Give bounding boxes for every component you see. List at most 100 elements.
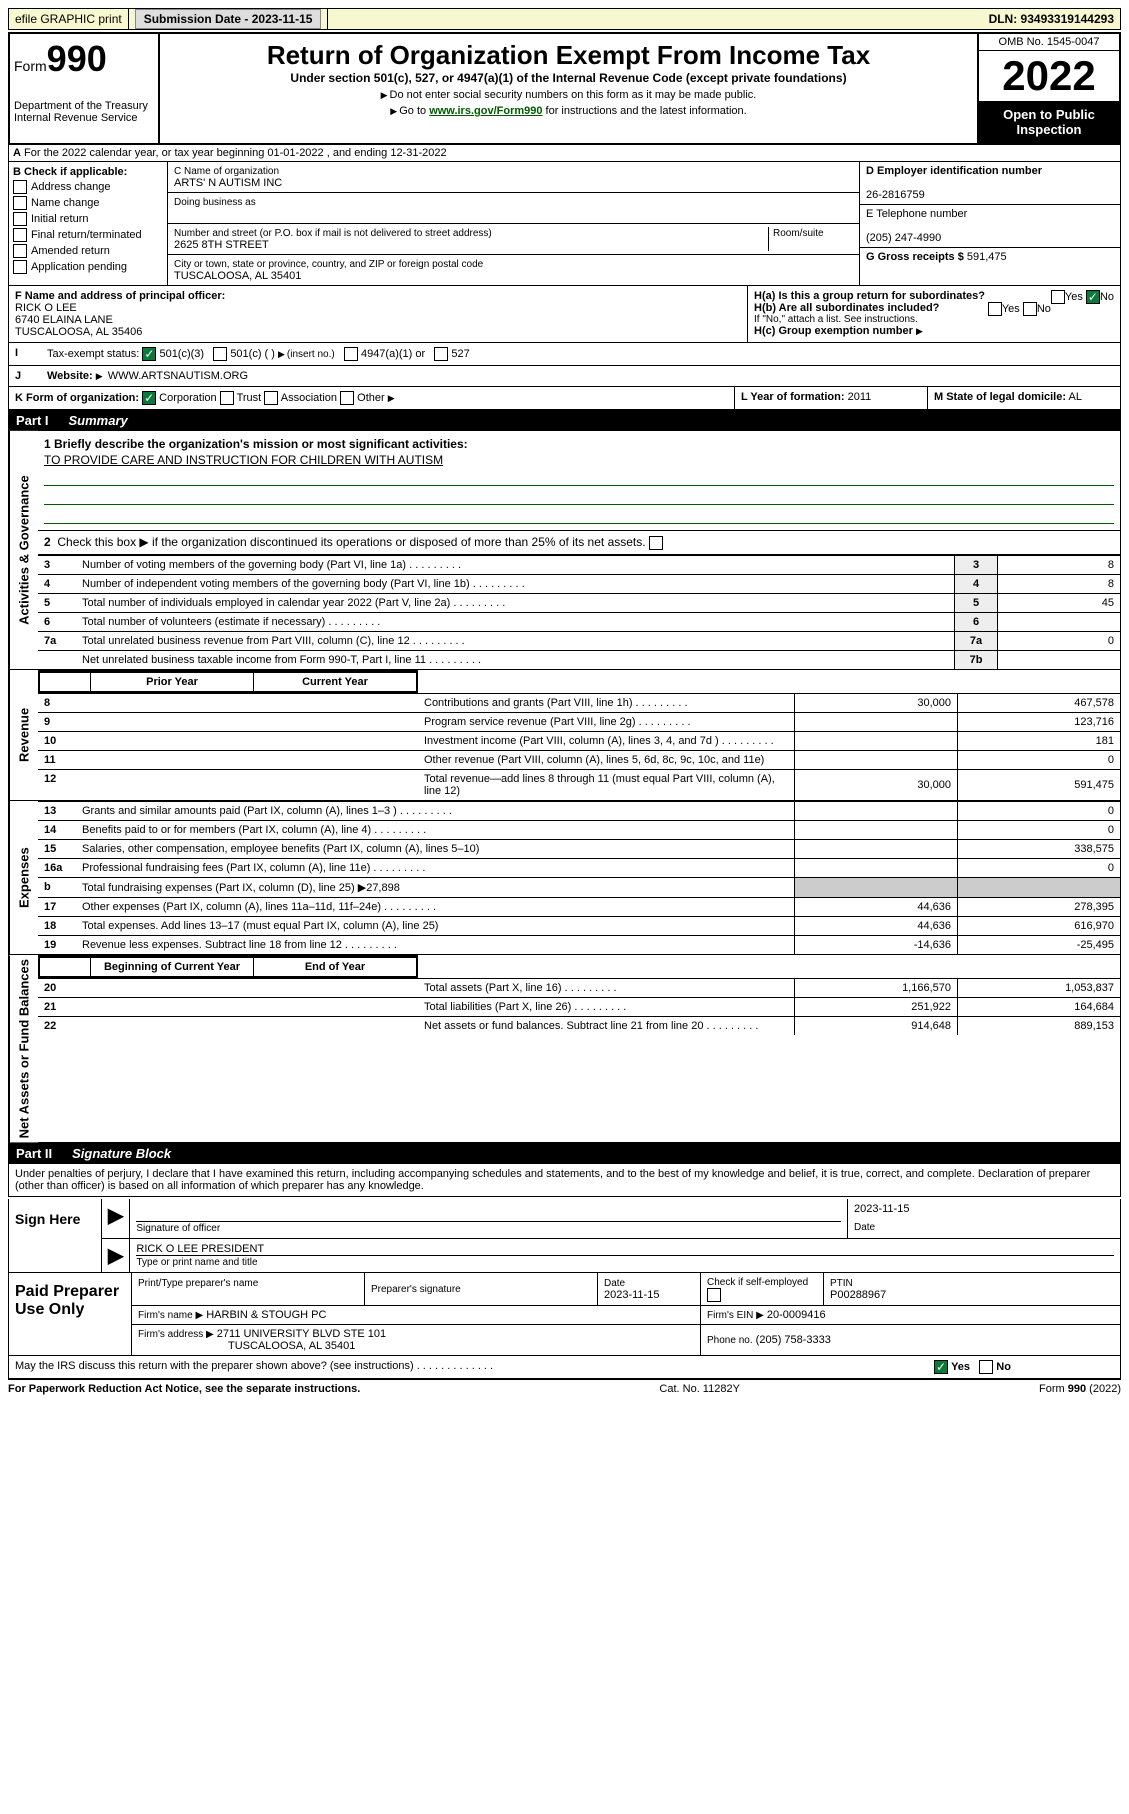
netassets-label: Net Assets or Fund Balances (9, 955, 38, 1142)
mission-box: 1 Briefly describe the organization's mi… (38, 431, 1120, 531)
section-k-l-m: K Form of organization: Corporation Trus… (8, 387, 1121, 410)
dba-cell: Doing business as (168, 193, 860, 224)
section-f-h: F Name and address of principal officer:… (8, 286, 1121, 343)
exp-row-19: 19Revenue less expenses. Subtract line 1… (38, 935, 1120, 954)
gov-row-3: 3Number of voting members of the governi… (38, 555, 1120, 574)
chk-other[interactable] (340, 391, 354, 405)
tax-year: 2022 (979, 51, 1119, 101)
gov-row-4: 4Number of independent voting members of… (38, 574, 1120, 593)
governance-section: Activities & Governance 1 Briefly descri… (8, 431, 1121, 670)
chk-corp[interactable] (142, 391, 156, 405)
page-footer: For Paperwork Reduction Act Notice, see … (8, 1379, 1121, 1398)
right-column-deg: D Employer identification number 26-2816… (860, 162, 1120, 285)
dept-label: Department of the Treasury Internal Reve… (14, 100, 154, 124)
rev-row-11: 11Other revenue (Part VIII, column (A), … (38, 750, 1120, 769)
expenses-table: 13Grants and similar amounts paid (Part … (38, 801, 1120, 954)
chk-name-change[interactable]: Name change (13, 196, 163, 210)
exp-row-13: 13Grants and similar amounts paid (Part … (38, 801, 1120, 820)
netassets-section: Net Assets or Fund Balances Beginning of… (8, 955, 1121, 1143)
expenses-label: Expenses (9, 801, 38, 954)
state-domicile: M State of legal domicile: AL (927, 387, 1120, 409)
rev-row-8: 8Contributions and grants (Part VIII, li… (38, 693, 1120, 712)
form-header: Form990 Department of the Treasury Inter… (8, 32, 1121, 145)
discuss-row: May the IRS discuss this return with the… (8, 1356, 1121, 1379)
chk-assoc[interactable] (264, 391, 278, 405)
expenses-section: Expenses 13Grants and similar amounts pa… (8, 801, 1121, 955)
chk-amended[interactable]: Amended return (13, 244, 163, 258)
year-formation: L Year of formation: 2011 (734, 387, 927, 409)
gross-receipts-cell: G Gross receipts $ 591,475 (860, 248, 1120, 266)
mission-text: TO PROVIDE CARE AND INSTRUCTION FOR CHIL… (44, 453, 1114, 467)
governance-table: 3Number of voting members of the governi… (38, 555, 1120, 669)
chk-527[interactable] (434, 347, 448, 361)
prep-row-3: Firm's address ▶ 2711 UNIVERSITY BLVD ST… (132, 1325, 1120, 1356)
note-link: Go to www.irs.gov/Form990 for instructio… (166, 105, 971, 117)
org-name-cell: C Name of organization ARTS' N AUTISM IN… (168, 162, 860, 193)
h-c: H(c) Group exemption number (754, 325, 1114, 337)
part-2-header: Part II Signature Block (8, 1143, 1121, 1164)
footer-right: Form 990 (2022) (1039, 1383, 1121, 1395)
sign-here-block: Sign Here ▶ Signature of officer 2023-11… (8, 1199, 1121, 1273)
governance-label: Activities & Governance (9, 431, 38, 669)
form-subtitle: Under section 501(c), 527, or 4947(a)(1)… (166, 71, 971, 85)
entity-info-grid: B Check if applicable: Address change Na… (8, 162, 1121, 286)
chk-trust[interactable] (220, 391, 234, 405)
section-h: H(a) Is this a group return for subordin… (747, 286, 1120, 342)
prep-row-2: Firm's name ▶ HARBIN & STOUGH PC Firm's … (132, 1306, 1120, 1325)
part-1-header: Part I Summary (8, 410, 1121, 431)
rev-header-row: Prior Year Current Year (38, 670, 418, 693)
exp-row-16b: bTotal fundraising expenses (Part IX, co… (38, 877, 1120, 897)
exp-row-14: 14Benefits paid to or for members (Part … (38, 820, 1120, 839)
rev-row-12: 12Total revenue—add lines 8 through 11 (… (38, 769, 1120, 800)
chk-discuss-yes[interactable] (934, 1360, 948, 1374)
phone-cell: E Telephone number (205) 247-4990 (860, 205, 1120, 248)
form-title: Return of Organization Exempt From Incom… (166, 40, 971, 71)
chk-4947[interactable] (344, 347, 358, 361)
caret-icon: ▶ (102, 1199, 130, 1238)
exp-row-16a: 16aProfessional fundraising fees (Part I… (38, 858, 1120, 877)
rev-row-10: 10Investment income (Part VIII, column (… (38, 731, 1120, 750)
rev-row-9: 9Program service revenue (Part VIII, lin… (38, 712, 1120, 731)
section-b: B Check if applicable: Address change Na… (9, 162, 168, 285)
street-cell: Number and street (or P.O. box if mail i… (168, 224, 860, 255)
chk-address-change[interactable]: Address change (13, 180, 163, 194)
tax-exempt-status: Tax-exempt status: 501(c)(3) 501(c) ( ) … (41, 343, 1120, 365)
chk-final-return[interactable]: Final return/terminated (13, 228, 163, 242)
exp-row-15: 15Salaries, other compensation, employee… (38, 839, 1120, 858)
header-mid: Return of Organization Exempt From Incom… (160, 34, 977, 143)
gov-row-7a: 7aTotal unrelated business revenue from … (38, 631, 1120, 650)
exp-row-18: 18Total expenses. Add lines 13–17 (must … (38, 916, 1120, 935)
footer-mid: Cat. No. 11282Y (659, 1383, 740, 1395)
gov-row-6: 6Total number of volunteers (estimate if… (38, 612, 1120, 631)
gov-row-7b: Net unrelated business taxable income fr… (38, 650, 1120, 669)
revenue-label: Revenue (9, 670, 38, 800)
officer-name: RICK O LEE PRESIDENT Type or print name … (130, 1239, 1120, 1272)
revenue-table: Prior Year Current Year 8Contributions a… (38, 670, 1120, 800)
gov-row-5: 5Total number of individuals employed in… (38, 593, 1120, 612)
irs-link[interactable]: www.irs.gov/Form990 (429, 105, 542, 117)
officer-signature: Signature of officer (130, 1199, 848, 1238)
efile-label: efile GRAPHIC print (9, 9, 129, 29)
header-left: Form990 Department of the Treasury Inter… (10, 34, 160, 143)
netassets-table: Beginning of Current Year End of Year 20… (38, 955, 1120, 1035)
open-public-badge: Open to Public Inspection (979, 101, 1119, 143)
chk-discuss-no[interactable] (979, 1360, 993, 1374)
paid-preparer-label: Paid Preparer Use Only (9, 1273, 132, 1355)
chk-501c3[interactable] (142, 347, 156, 361)
sign-here-label: Sign Here (9, 1199, 102, 1272)
na-header-row: Beginning of Current Year End of Year (38, 955, 418, 978)
section-i: I Tax-exempt status: 501(c)(3) 501(c) ( … (8, 343, 1121, 366)
section-j: J Website: WWW.ARTSNAUTISM.ORG (8, 366, 1121, 387)
website-link[interactable]: WWW.ARTSNAUTISM.ORG (108, 370, 248, 382)
chk-501c[interactable] (213, 347, 227, 361)
submission-date-btn[interactable]: Submission Date - 2023-11-15 (129, 9, 329, 29)
dln: DLN: 93493319144293 (983, 9, 1120, 29)
line-2: 2 Check this box ▶ if the organization d… (38, 531, 1120, 555)
city-cell: City or town, state or province, country… (168, 255, 860, 285)
ein-cell: D Employer identification number 26-2816… (860, 162, 1120, 205)
caret-icon-2: ▶ (102, 1239, 130, 1272)
exp-row-17: 17Other expenses (Part IX, column (A), l… (38, 897, 1120, 916)
paid-preparer-block: Paid Preparer Use Only Print/Type prepar… (8, 1273, 1121, 1356)
chk-initial-return[interactable]: Initial return (13, 212, 163, 226)
chk-app-pending[interactable]: Application pending (13, 260, 163, 274)
